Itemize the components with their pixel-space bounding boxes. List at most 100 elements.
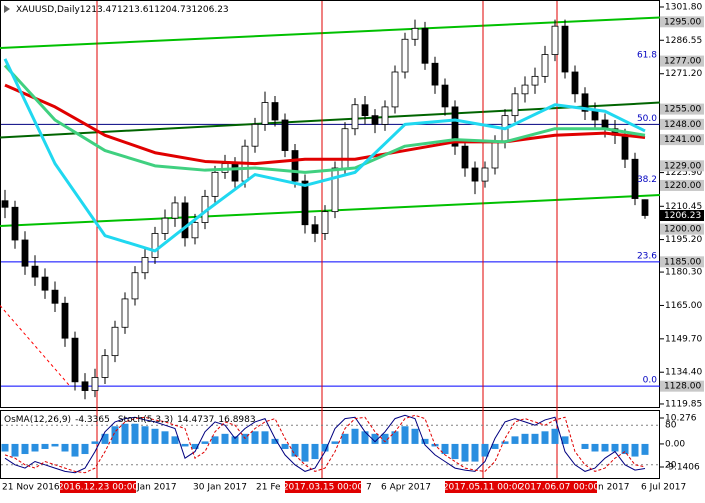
candle-body [21,239,29,267]
candle-body [531,75,539,86]
osma-bar [181,443,189,447]
osma-bar [21,443,29,455]
candle-body [361,104,369,117]
level-label: 1255.00 [664,105,701,115]
candle-body [311,224,319,234]
candle-body [641,199,649,216]
fib-label: 38.2 [637,175,657,185]
level-box [660,103,704,115]
title-high: 1213.61 [117,5,154,15]
candle-body [481,167,489,182]
candle-body [381,106,389,125]
candle-body [371,115,379,125]
candle-body [541,54,549,77]
osma-bar [371,433,379,444]
candle-body [131,272,139,300]
level-box [660,223,704,235]
level-label: 1248.00 [664,120,701,130]
osma-bar [271,438,279,444]
osma-bar [411,428,419,444]
level-label: 1185.00 [664,257,701,267]
osma-bar [211,436,219,444]
candle-body [1,200,9,208]
candle-body [451,106,459,147]
y-tick-label: 1180.30 [665,268,702,278]
level-box [660,118,704,130]
candle-body [81,381,89,391]
x-tick-label: 21 Nov 2016 [2,483,60,493]
title-icon [4,5,10,13]
osma-bar [461,443,469,462]
osma-bar [321,443,329,452]
osma-bar [511,436,519,444]
y-tick-label: 1210.45 [665,202,702,212]
osma-bar [261,431,269,444]
osma-bar [51,443,59,447]
osma-bar [541,431,549,444]
level-box [660,55,704,67]
main-frame [0,0,660,408]
y2-tick-label: 10.276 [665,413,697,423]
candle-body [571,71,579,95]
osma-bar [441,443,449,455]
candle-body [121,298,129,328]
level-label: 1128.00 [664,382,701,392]
marker-label: 2017.06.07 00:00 [519,483,600,493]
level-box [660,380,704,392]
osma-bar [191,443,199,449]
osma-bar [71,443,79,457]
osma-bar [351,428,359,444]
fib-label: 50.0 [637,114,657,124]
title-low: 1204.73 [154,5,191,15]
moving-average [3,58,646,253]
price-label: 1206.23 [664,211,701,221]
candle-body [41,276,49,291]
osma-bar [1,443,9,452]
signal-line [4,414,646,474]
x-tick-label: n 2017 [598,483,629,493]
y-tick-label: 1271.20 [665,69,702,79]
osma-bar [41,443,49,449]
osma-bar [421,438,429,444]
marker-box [60,481,136,493]
trend-line [0,16,661,49]
candle-body [171,202,179,219]
level-label: 1200.00 [664,225,701,235]
x-tick-label: Jan 2017 [136,483,177,493]
osma-bar [121,423,129,444]
candle-body [31,265,39,278]
osma-bar [31,443,39,452]
osma-bar [551,428,559,444]
osma-bar [81,443,89,455]
stoch-value: 14.4737 [177,415,214,425]
osma-title: OsMA(12,26,9) [4,415,71,425]
marker-label: 2016.12.23 00:00 [58,483,139,493]
candle-body [261,102,269,125]
candle-body [351,104,359,130]
candle-body [461,145,469,169]
osma-bar [581,443,589,449]
title-symbol: XAUUSD,Daily [16,5,80,15]
candle-body [291,150,299,182]
osma-bar [521,433,529,444]
y2-tick-label: 0.00 [665,439,685,449]
osma-bar [471,443,479,462]
osma-bar [141,426,149,444]
candle-body [271,102,279,121]
candle-body [321,211,329,234]
osma-bar [131,423,139,444]
osma-bar [301,443,309,462]
osma-bar [251,431,259,444]
candle-body [431,62,439,86]
candle-body [301,180,309,226]
candle-body [621,134,629,160]
plot: 1301.80 1286.55 1271.20 1225.90 1210.45 1195.… [0,1,704,493]
candle-body [441,84,449,108]
osma-bar [631,443,639,457]
candle-body [341,128,349,169]
osma-bar [201,441,209,444]
sub-frame [0,410,660,479]
level-box [660,16,704,28]
